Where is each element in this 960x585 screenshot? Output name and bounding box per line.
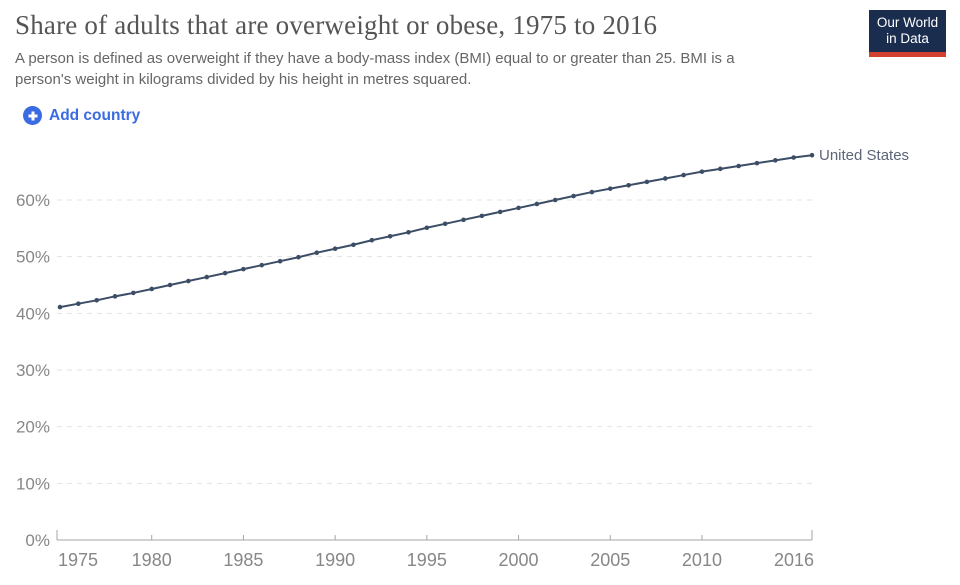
data-point-1975 <box>57 304 63 310</box>
y-tick-label-10: 10% <box>16 474 50 493</box>
data-point-1995 <box>424 225 430 231</box>
data-point-1982 <box>186 278 191 284</box>
data-point-1981 <box>167 282 173 288</box>
data-point-1991 <box>351 242 356 248</box>
data-point-1994 <box>406 230 411 235</box>
plus-circle-icon <box>23 106 42 125</box>
data-point-2013 <box>754 160 760 166</box>
owid-logo-line1: Our World <box>876 15 939 30</box>
data-point-2016 <box>809 152 815 158</box>
data-point-1999 <box>497 209 503 215</box>
series-line-united-states <box>59 154 813 309</box>
data-point-2012 <box>736 163 741 169</box>
data-point-1977 <box>94 298 99 303</box>
data-point-1986 <box>259 262 265 268</box>
y-tick-label-0: 0% <box>25 531 50 550</box>
chart-header: Share of adults that are overweight or o… <box>15 10 855 90</box>
x-tick-label-2016: 2016 <box>774 550 814 570</box>
data-point-2000 <box>516 205 521 211</box>
data-point-1985 <box>241 266 246 272</box>
y-tick-label-50: 50% <box>16 248 50 267</box>
data-point-1996 <box>442 221 448 227</box>
y-tick-label-60: 60% <box>16 191 50 210</box>
chart-subtitle: A person is defined as overweight if the… <box>15 50 735 88</box>
data-point-2002 <box>552 197 558 203</box>
data-point-2003 <box>571 193 576 199</box>
owid-logo: Our World in Data <box>869 10 946 57</box>
owid-logo-line2: in Data <box>886 31 929 46</box>
x-tick-label-1995: 1995 <box>407 550 447 570</box>
y-tick-label-40: 40% <box>16 304 50 323</box>
data-point-2014 <box>773 158 778 163</box>
data-point-1976 <box>76 301 81 307</box>
data-point-1992 <box>369 237 375 243</box>
x-tick-label-1980: 1980 <box>132 550 172 570</box>
data-point-2005 <box>607 186 613 191</box>
data-point-1993 <box>387 233 393 239</box>
data-point-1980 <box>149 286 155 292</box>
data-point-1978 <box>112 294 118 299</box>
x-tick-label-2010: 2010 <box>682 550 722 570</box>
data-point-1983 <box>204 274 210 280</box>
data-point-2011 <box>717 166 723 172</box>
data-point-2009 <box>681 172 686 178</box>
data-point-2006 <box>626 182 631 188</box>
data-point-1987 <box>277 258 283 264</box>
x-tick-label-1990: 1990 <box>315 550 355 570</box>
data-point-1984 <box>222 270 228 276</box>
data-point-2008 <box>662 176 668 181</box>
x-tick-label-2000: 2000 <box>499 550 539 570</box>
data-point-1989 <box>314 250 320 255</box>
data-point-2010 <box>699 169 705 174</box>
add-country-label: Add country <box>49 106 141 124</box>
chart-title: Share of adults that are overweight or o… <box>15 10 658 40</box>
x-tick-label-1985: 1985 <box>223 550 263 570</box>
add-country-button[interactable]: Add country <box>23 106 140 125</box>
data-point-1988 <box>296 254 301 260</box>
y-tick-label-20: 20% <box>16 418 50 437</box>
x-tick-label-2005: 2005 <box>590 550 630 570</box>
data-point-2004 <box>589 189 595 195</box>
x-tick-label-1975: 1975 <box>58 550 98 570</box>
data-point-2015 <box>791 155 796 160</box>
data-point-2001 <box>534 201 540 207</box>
data-point-2007 <box>644 179 650 185</box>
data-point-1979 <box>131 290 136 296</box>
y-tick-label-30: 30% <box>16 361 50 380</box>
data-point-1998 <box>479 213 485 219</box>
entity-label: United States <box>819 147 909 164</box>
data-point-1997 <box>461 217 466 223</box>
data-point-1990 <box>332 246 338 252</box>
